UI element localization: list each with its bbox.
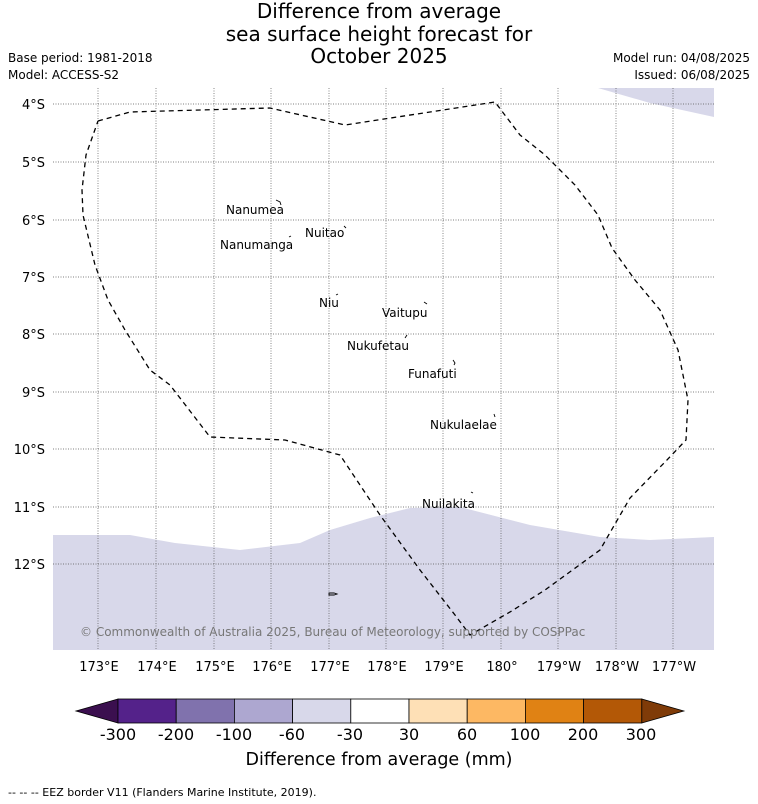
colorbar-segment [350, 698, 410, 724]
lat-label: 11°S [14, 501, 45, 516]
colorbar-tick: -60 [278, 725, 306, 744]
place-label-vaitupu: Vaitupu [382, 306, 428, 320]
lat-label: 12°S [14, 558, 45, 573]
islands [275, 199, 496, 596]
issued-date: Issued: 06/08/2025 [634, 68, 750, 82]
title-line-1: Difference from average [256, 0, 502, 23]
place-label-nukulaelae: Nukulaelae [430, 418, 497, 432]
title-line-3: October 2025 [310, 44, 448, 68]
anomaly-region-south [53, 507, 714, 650]
colorbar-ticks: -300 -200 -100 -60 -30 30 60 100 200 300 [0, 725, 758, 745]
lon-label: 178°W [595, 660, 639, 675]
colorbar-segment [292, 698, 352, 724]
longitude-labels: 173°E 174°E 175°E 176°E 177°E 178°E 179°… [79, 660, 696, 675]
lon-label: 178°E [367, 660, 407, 675]
model-run: Model run: 04/08/2025 [612, 51, 750, 65]
colorbar-segment [525, 698, 585, 724]
lat-label: 7°S [22, 271, 45, 286]
colorbar-segment [583, 698, 643, 724]
eez-border [81, 101, 689, 636]
lon-label: 180° [486, 660, 517, 675]
colorbar-tick: -300 [99, 725, 137, 744]
colorbar-tick: 100 [509, 725, 541, 744]
lon-label: 179°W [537, 660, 581, 675]
place-label-nuilakita: Nuilakita [422, 497, 475, 511]
colorbar-segment [233, 698, 293, 724]
map-plot-area [53, 88, 714, 650]
meta-right: Model run: 04/08/2025 Issued: 06/08/2025 [613, 50, 750, 84]
lon-label: 176°E [252, 660, 292, 675]
place-label-nuitao: Nuitao [305, 226, 344, 240]
lon-label: 173°E [79, 660, 119, 675]
colorbar-segment [117, 698, 177, 724]
colorbar-tick: 300 [625, 725, 657, 744]
colorbar-tick: 200 [567, 725, 599, 744]
colorbar-segment [466, 698, 526, 724]
colorbar-segment [175, 698, 235, 724]
place-label-nanumanga: Nanumanga [220, 238, 293, 252]
lat-label: 10°S [14, 443, 45, 458]
lat-label: 9°S [22, 386, 45, 401]
anomaly-region-northeast [598, 88, 714, 117]
base-period: Base period: 1981-2018 [8, 51, 153, 65]
copyright-text: © Commonwealth of Australia 2025, Bureau… [80, 625, 585, 639]
eez-legend: -- -- -- EEZ border V11 (Flanders Marine… [8, 786, 317, 799]
title-line-2: sea surface height forecast for [225, 21, 533, 46]
lat-label: 6°S [22, 214, 45, 229]
graticule [53, 88, 714, 650]
colorbar-extend-high [641, 698, 686, 724]
colorbar-tick: -200 [157, 725, 195, 744]
place-label-niu: Niu [319, 296, 339, 310]
colorbar-tick: -30 [336, 725, 364, 744]
place-labels: Nanumea Nuitao Nanumanga Niu Vaitupu Nuk… [220, 203, 497, 511]
latitude-labels: 4°S 5°S 6°S 7°S 8°S 9°S 10°S 11°S 12°S [14, 98, 45, 573]
colorbar-segment [408, 698, 468, 724]
colorbar-tick: 30 [398, 725, 420, 744]
colorbar [74, 698, 686, 724]
lon-label: 174°E [137, 660, 177, 675]
colorbar-extend-low [74, 698, 119, 724]
lat-label: 8°S [22, 328, 45, 343]
lon-label: 177°W [652, 660, 696, 675]
lat-label: 4°S [22, 98, 45, 113]
colorbar-tick: -100 [215, 725, 253, 744]
place-label-nanumea: Nanumea [226, 203, 284, 217]
lon-label: 175°E [195, 660, 235, 675]
meta-left: Base period: 1981-2018 Model: ACCESS-S2 [8, 50, 153, 84]
lon-label: 179°E [424, 660, 464, 675]
colorbar-label: Difference from average (mm) [245, 750, 513, 770]
model-name: Model: ACCESS-S2 [8, 68, 120, 82]
place-label-funafuti: Funafuti [408, 367, 457, 381]
lat-label: 5°S [22, 156, 45, 171]
place-label-nukufetau: Nukufetau [347, 339, 409, 353]
colorbar-tick: 60 [456, 725, 478, 744]
map-title: Difference from average sea surface heig… [0, 0, 758, 68]
lon-label: 177°E [310, 660, 350, 675]
